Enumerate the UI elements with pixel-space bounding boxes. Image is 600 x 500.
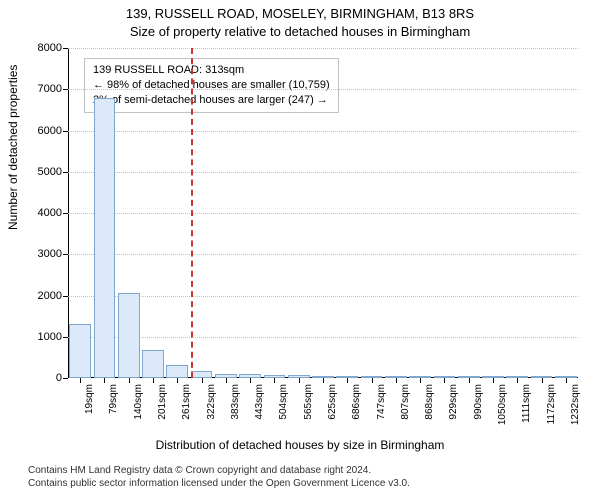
legend-line-1: 139 RUSSELL ROAD: 313sqm — [93, 63, 330, 78]
xtick-mark — [80, 378, 81, 383]
chart-title-line1: 139, RUSSELL ROAD, MOSELEY, BIRMINGHAM, … — [0, 6, 600, 21]
ytick-mark — [63, 254, 68, 255]
histogram-bar — [166, 365, 188, 378]
legend-box: 139 RUSSELL ROAD: 313sqm ← 98% of detach… — [84, 58, 339, 113]
xtick-label: 807sqm — [400, 384, 411, 420]
xtick-label: 383sqm — [230, 384, 241, 420]
x-axis-label: Distribution of detached houses by size … — [0, 438, 600, 452]
ytick-mark — [63, 172, 68, 173]
attribution-line-2: Contains public sector information licen… — [28, 477, 600, 490]
xtick-mark — [323, 378, 324, 383]
xtick-mark — [566, 378, 567, 383]
xtick-label: 79sqm — [108, 384, 119, 414]
xtick-mark — [420, 378, 421, 383]
ytick-label: 1000 — [38, 331, 62, 343]
xtick-label: 1050sqm — [497, 384, 508, 425]
histogram-bar — [69, 324, 91, 378]
ytick-label: 5000 — [38, 166, 62, 178]
ytick-mark — [63, 48, 68, 49]
xtick-mark — [517, 378, 518, 383]
chart-title-line2: Size of property relative to detached ho… — [0, 24, 600, 39]
attribution-line-1: Contains HM Land Registry data © Crown c… — [28, 464, 600, 477]
xtick-mark — [250, 378, 251, 383]
ytick-label: 2000 — [38, 290, 62, 302]
xtick-mark — [396, 378, 397, 383]
xtick-label: 990sqm — [473, 384, 484, 420]
histogram-bar — [191, 371, 213, 378]
xtick-label: 140sqm — [133, 384, 144, 420]
legend-line-3: 2% of semi-detached houses are larger (2… — [93, 93, 330, 108]
plot-area: 139 RUSSELL ROAD: 313sqm ← 98% of detach… — [68, 48, 578, 378]
gridline-h — [68, 337, 578, 338]
gridline-h — [68, 296, 578, 297]
xtick-mark — [129, 378, 130, 383]
ytick-mark — [63, 89, 68, 90]
ytick-label: 0 — [56, 372, 62, 384]
gridline-h — [68, 254, 578, 255]
ytick-mark — [63, 131, 68, 132]
xtick-mark — [177, 378, 178, 383]
xtick-mark — [274, 378, 275, 383]
gridline-h — [68, 131, 578, 132]
xtick-label: 625sqm — [327, 384, 338, 420]
xtick-mark — [153, 378, 154, 383]
reference-line — [191, 48, 193, 378]
xtick-label: 504sqm — [278, 384, 289, 420]
ytick-label: 8000 — [38, 42, 62, 54]
gridline-h — [68, 48, 578, 49]
xtick-label: 686sqm — [351, 384, 362, 420]
xtick-label: 868sqm — [424, 384, 435, 420]
xtick-label: 747sqm — [376, 384, 387, 420]
xtick-label: 1172sqm — [546, 384, 557, 424]
attribution: Contains HM Land Registry data © Crown c… — [0, 464, 600, 490]
gridline-h — [68, 172, 578, 173]
xtick-mark — [226, 378, 227, 383]
histogram-bar — [142, 350, 164, 378]
xtick-mark — [347, 378, 348, 383]
ytick-label: 7000 — [38, 83, 62, 95]
xtick-mark — [542, 378, 543, 383]
xtick-mark — [469, 378, 470, 383]
xtick-label: 19sqm — [84, 384, 95, 414]
ytick-label: 6000 — [38, 125, 62, 137]
xtick-mark — [299, 378, 300, 383]
xtick-label: 1111sqm — [521, 384, 532, 423]
xtick-label: 322sqm — [206, 384, 217, 420]
ytick-label: 4000 — [38, 207, 62, 219]
xtick-mark — [104, 378, 105, 383]
xtick-mark — [372, 378, 373, 383]
y-axis-label: Number of detached properties — [6, 65, 20, 230]
xtick-label: 201sqm — [157, 384, 168, 420]
gridline-h — [68, 89, 578, 90]
legend-line-2: ← 98% of detached houses are smaller (10… — [93, 78, 330, 93]
xtick-label: 929sqm — [448, 384, 459, 420]
xtick-mark — [444, 378, 445, 383]
xtick-label: 565sqm — [303, 384, 314, 420]
ytick-mark — [63, 296, 68, 297]
gridline-h — [68, 213, 578, 214]
histogram-bar — [94, 98, 116, 379]
histogram-bar — [118, 293, 140, 378]
ytick-mark — [63, 378, 68, 379]
xtick-label: 443sqm — [254, 384, 265, 420]
ytick-mark — [63, 213, 68, 214]
xtick-label: 1232sqm — [570, 384, 581, 425]
xtick-mark — [202, 378, 203, 383]
ytick-mark — [63, 337, 68, 338]
xtick-label: 261sqm — [181, 384, 192, 420]
ytick-label: 3000 — [38, 248, 62, 260]
xtick-mark — [493, 378, 494, 383]
